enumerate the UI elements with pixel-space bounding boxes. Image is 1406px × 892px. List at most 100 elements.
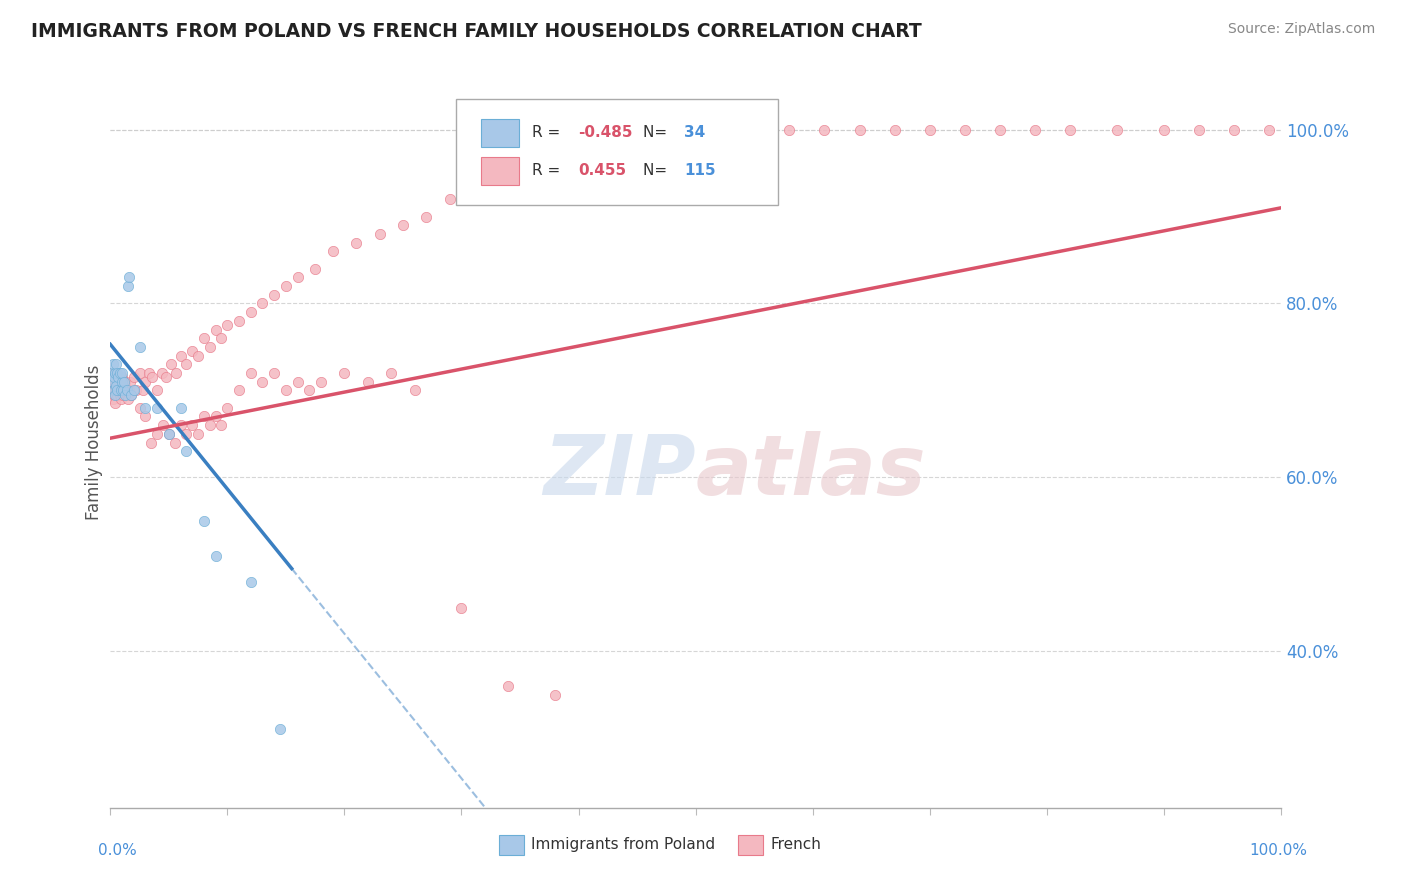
Point bbox=[1024, 122, 1046, 136]
Point bbox=[778, 122, 800, 136]
Point bbox=[100, 384, 122, 398]
Text: 0.0%: 0.0% bbox=[98, 843, 138, 858]
Y-axis label: Family Households: Family Households bbox=[86, 365, 103, 520]
Text: R =: R = bbox=[531, 125, 565, 140]
Point bbox=[439, 192, 461, 206]
Point bbox=[134, 409, 156, 424]
Point bbox=[118, 384, 141, 398]
Point bbox=[287, 270, 309, 285]
Point bbox=[120, 388, 142, 402]
Point bbox=[1059, 122, 1081, 136]
Point bbox=[112, 384, 135, 398]
Point bbox=[117, 392, 139, 406]
Point bbox=[128, 340, 150, 354]
Text: atlas: atlas bbox=[696, 431, 927, 512]
Point bbox=[105, 384, 128, 398]
Point bbox=[120, 388, 142, 402]
Point bbox=[111, 366, 134, 380]
Point bbox=[404, 384, 426, 398]
Point bbox=[103, 384, 125, 398]
Point bbox=[104, 388, 127, 402]
Point bbox=[1223, 122, 1246, 136]
Point bbox=[333, 366, 356, 380]
Point bbox=[125, 384, 148, 398]
Point bbox=[357, 375, 380, 389]
Point bbox=[108, 366, 131, 380]
Point bbox=[1153, 122, 1175, 136]
Point bbox=[122, 384, 145, 398]
Point bbox=[988, 122, 1011, 136]
Point bbox=[187, 349, 209, 363]
Point bbox=[134, 401, 156, 415]
Point bbox=[883, 122, 905, 136]
Point bbox=[415, 210, 437, 224]
Point bbox=[169, 349, 191, 363]
Point bbox=[176, 444, 198, 458]
Point bbox=[103, 375, 125, 389]
Point bbox=[274, 384, 297, 398]
Point bbox=[105, 388, 128, 402]
Point bbox=[953, 122, 976, 136]
Point bbox=[1188, 122, 1211, 136]
Point bbox=[181, 344, 204, 359]
Point bbox=[239, 574, 262, 589]
Point bbox=[138, 366, 160, 380]
Point bbox=[602, 140, 624, 154]
Point bbox=[274, 279, 297, 293]
Point bbox=[392, 218, 415, 232]
Text: ZIP: ZIP bbox=[543, 431, 696, 512]
Point bbox=[672, 122, 695, 136]
Point bbox=[150, 366, 173, 380]
Point bbox=[298, 384, 321, 398]
Point bbox=[103, 388, 125, 402]
Point bbox=[112, 384, 135, 398]
Point bbox=[101, 357, 124, 371]
Point bbox=[169, 401, 191, 415]
Point bbox=[108, 379, 131, 393]
Point bbox=[176, 357, 198, 371]
Point bbox=[193, 331, 215, 345]
Text: 0.455: 0.455 bbox=[578, 162, 627, 178]
Point bbox=[309, 375, 332, 389]
Point bbox=[105, 379, 128, 393]
Point bbox=[204, 322, 226, 336]
Point bbox=[146, 384, 169, 398]
Point bbox=[120, 375, 142, 389]
Point bbox=[105, 366, 128, 380]
Point bbox=[263, 366, 285, 380]
Text: French: French bbox=[770, 838, 821, 852]
Point bbox=[567, 149, 589, 163]
Point bbox=[239, 366, 262, 380]
Point bbox=[115, 384, 138, 398]
Point bbox=[108, 388, 131, 402]
Point bbox=[287, 375, 309, 389]
Text: N=: N= bbox=[643, 162, 672, 178]
Point bbox=[110, 392, 132, 406]
Point bbox=[111, 375, 134, 389]
Point bbox=[114, 388, 136, 402]
Bar bbox=[481, 119, 519, 147]
Point bbox=[918, 122, 941, 136]
Point bbox=[498, 175, 520, 189]
Point bbox=[707, 122, 730, 136]
Point bbox=[239, 305, 262, 319]
Point bbox=[104, 396, 127, 410]
Bar bbox=[481, 157, 519, 185]
Point bbox=[100, 366, 122, 380]
Point bbox=[181, 418, 204, 433]
Point bbox=[165, 366, 187, 380]
Point bbox=[101, 392, 124, 406]
Text: IMMIGRANTS FROM POLAND VS FRENCH FAMILY HOUSEHOLDS CORRELATION CHART: IMMIGRANTS FROM POLAND VS FRENCH FAMILY … bbox=[31, 22, 922, 41]
Point bbox=[848, 122, 870, 136]
Point bbox=[463, 184, 485, 198]
Point bbox=[211, 418, 233, 433]
Point bbox=[228, 384, 250, 398]
Point bbox=[450, 600, 472, 615]
Point bbox=[134, 375, 156, 389]
Text: -0.485: -0.485 bbox=[578, 125, 633, 140]
Point bbox=[1258, 122, 1281, 136]
Point bbox=[520, 166, 543, 180]
Point bbox=[368, 227, 391, 241]
Point bbox=[322, 244, 344, 259]
Point bbox=[198, 418, 221, 433]
